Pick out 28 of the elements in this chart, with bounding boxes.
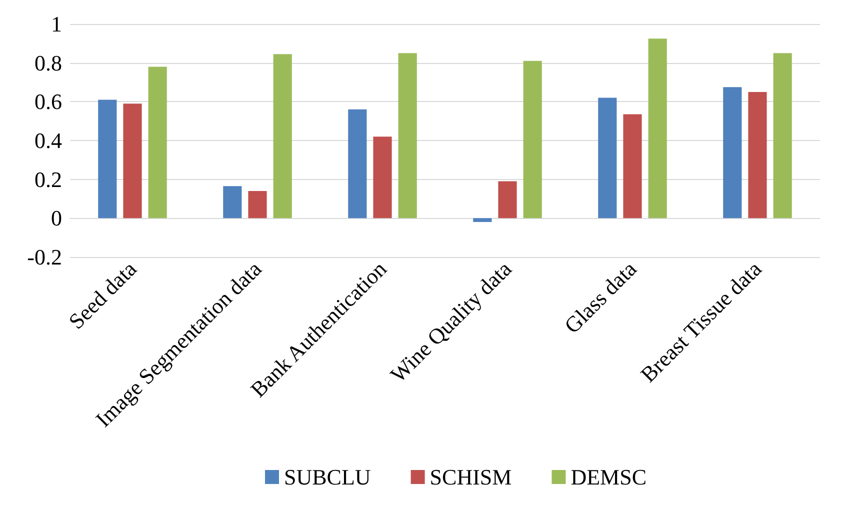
y-tick-label: 0.8 — [34, 50, 62, 76]
y-tick-label: 1 — [51, 12, 62, 36]
legend-label: SCHISM — [430, 464, 512, 490]
bar — [398, 53, 417, 218]
bar — [498, 181, 517, 218]
y-tick-label: 0 — [51, 206, 62, 231]
legend-label: SUBCLU — [284, 464, 371, 490]
bar — [248, 190, 267, 218]
bar — [748, 92, 767, 218]
bar — [373, 136, 392, 218]
y-tick-label: -0.2 — [27, 244, 62, 270]
bar — [598, 98, 617, 218]
bar — [148, 66, 167, 218]
y-tick-label: 0.6 — [34, 89, 62, 114]
bar — [773, 53, 792, 218]
bar — [348, 109, 367, 218]
bar — [623, 114, 642, 218]
bar — [123, 104, 142, 218]
bar — [523, 60, 542, 218]
bar — [723, 87, 742, 218]
bar — [473, 218, 492, 222]
legend-label: DEMSC — [570, 464, 647, 490]
y-tick-label: 0.4 — [34, 128, 62, 153]
y-tick-label: 0.2 — [34, 166, 62, 192]
bar — [273, 54, 292, 218]
bar — [223, 186, 242, 218]
bar — [648, 38, 667, 218]
bar — [98, 100, 117, 218]
